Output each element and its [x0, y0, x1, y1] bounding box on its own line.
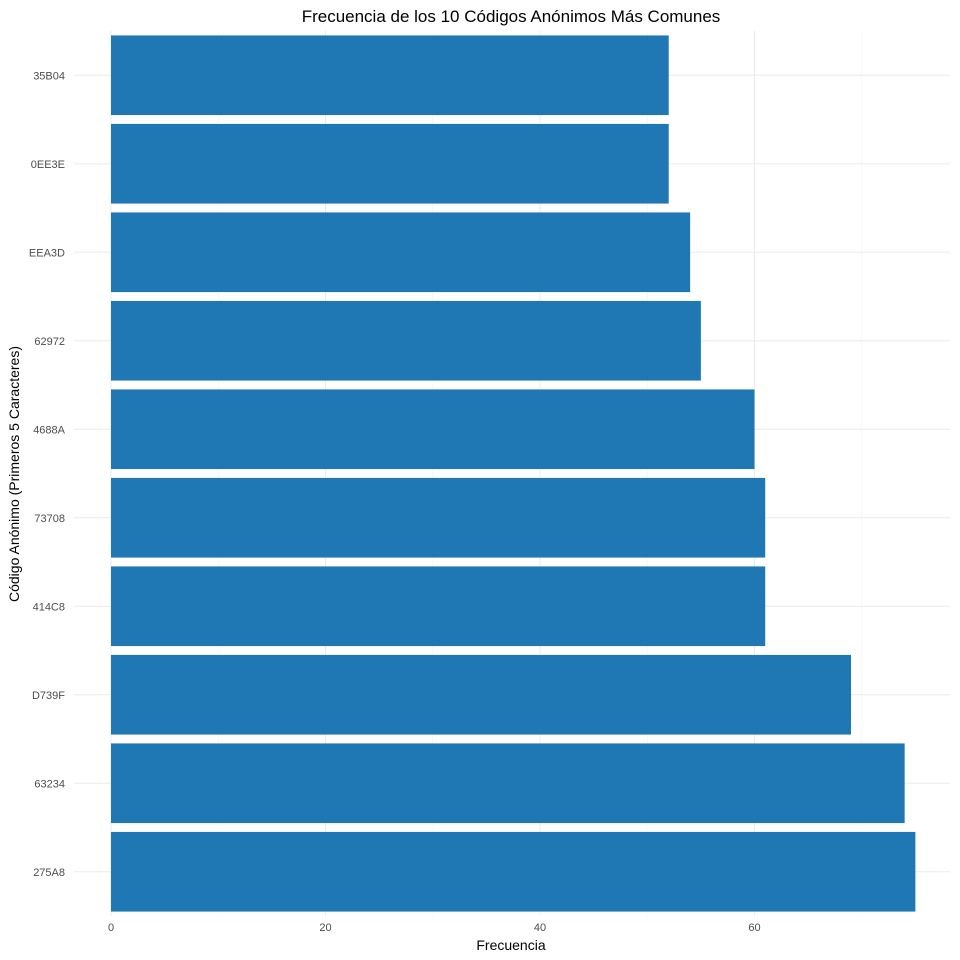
x-tick-label: 0 [108, 922, 114, 934]
bar [111, 389, 755, 470]
y-tick-label: 73708 [34, 513, 65, 525]
y-tick-label: 4688A [33, 424, 65, 436]
y-axis-title: Código Anónimo (Primeros 5 Caracteres) [6, 346, 22, 602]
bar [111, 566, 766, 647]
x-tick-label: 60 [748, 922, 760, 934]
bar [111, 212, 691, 293]
y-tick-label: 0EE3E [31, 159, 65, 171]
bar [111, 123, 669, 204]
x-tick-label: 40 [534, 922, 546, 934]
y-tick-label: 35B04 [33, 70, 65, 82]
y-tick-label: 62972 [34, 336, 65, 348]
y-tick-label: 414C8 [33, 601, 65, 613]
x-axis-ticks: 0 20 40 60 [108, 922, 761, 934]
bar [111, 743, 905, 824]
bar [111, 654, 852, 735]
y-tick-label: 63234 [34, 778, 65, 790]
x-axis-title: Frecuencia [476, 937, 545, 953]
y-tick-label: EEA3D [29, 247, 65, 259]
bar [111, 477, 766, 558]
bar [111, 35, 669, 116]
bars [111, 35, 916, 912]
y-axis-ticks: 275A8 63234 D739F 414C8 73708 4688A 62972 EEA3D… [29, 70, 66, 879]
y-tick-label: D739F [32, 690, 65, 702]
x-tick-label: 20 [319, 922, 331, 934]
bar [111, 831, 916, 912]
bar [111, 300, 701, 381]
y-tick-label: 275A8 [33, 867, 65, 879]
chart-title: Frecuencia de los 10 Códigos Anónimos Má… [302, 7, 721, 26]
